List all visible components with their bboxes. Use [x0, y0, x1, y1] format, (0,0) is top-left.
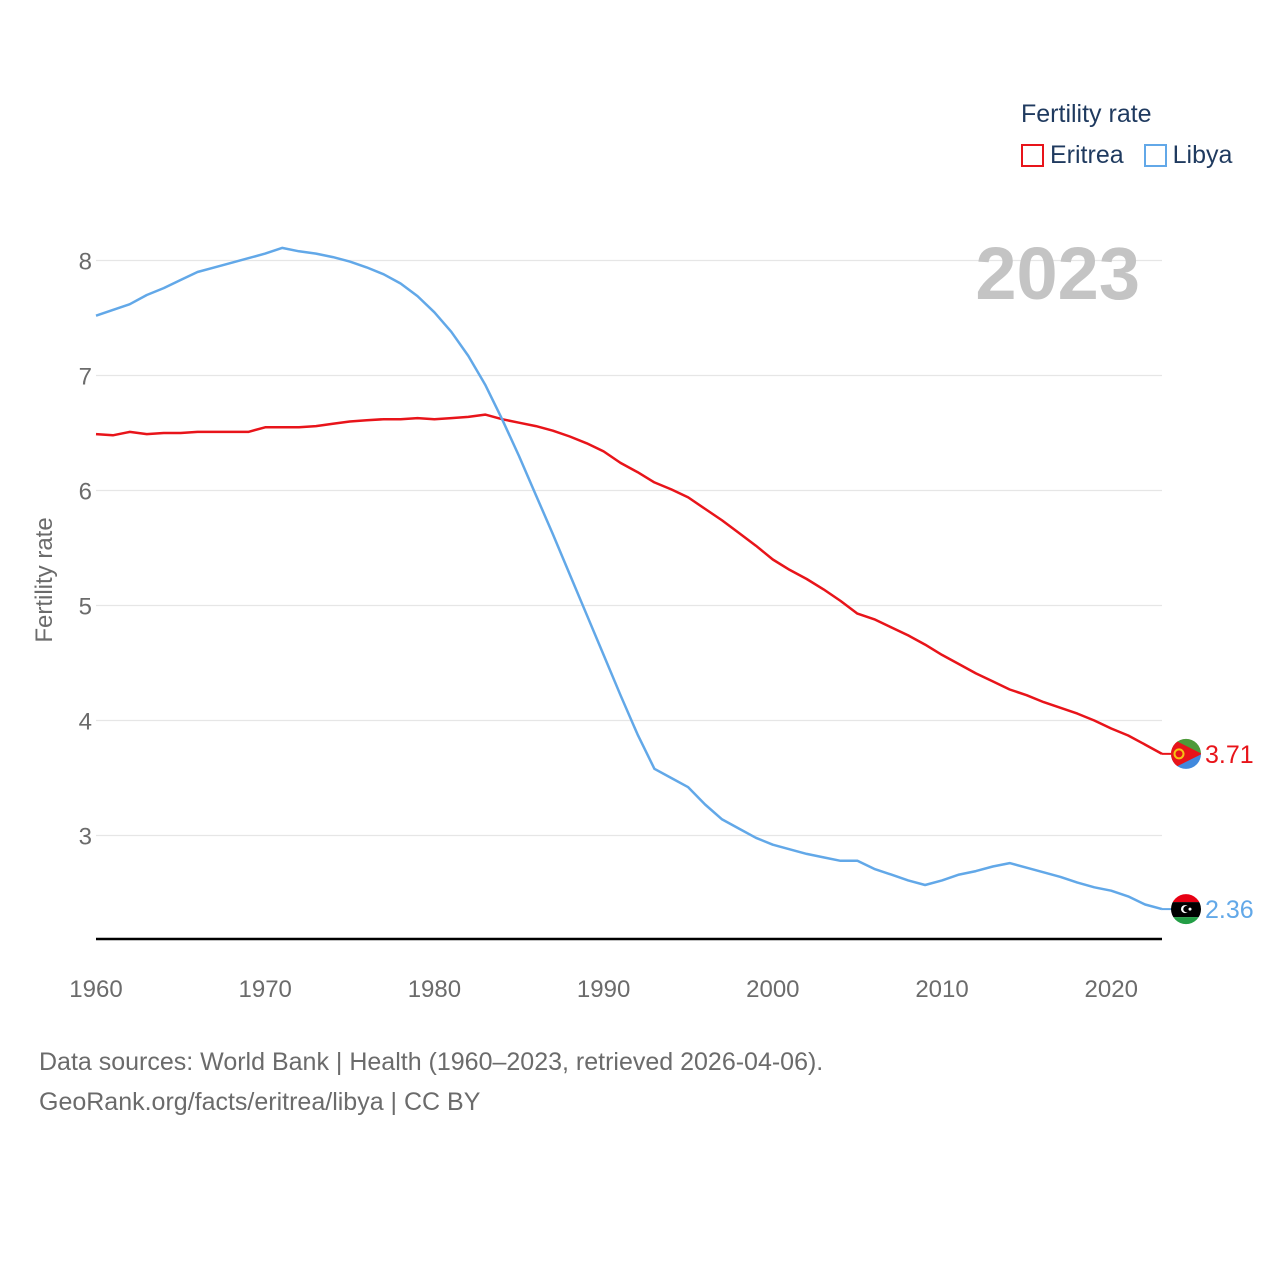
x-tick-label-2010: 2010 — [915, 976, 968, 1003]
legend-swatch-eritrea — [1021, 144, 1044, 167]
x-tick-label-1980: 1980 — [408, 976, 461, 1003]
legend-swatch-libya — [1143, 144, 1167, 167]
y-tick-label-3: 3 — [79, 824, 92, 851]
series-line-libya — [95, 246, 1163, 911]
x-tick-label-1960: 1960 — [69, 976, 122, 1003]
series-line-eritrea — [95, 413, 1163, 755]
attribution-text: GeoRank.org/facts/eritrea/libya | CC BY — [39, 1088, 481, 1116]
y-tick-label-5: 5 — [79, 594, 92, 621]
legend-item-libya[interactable]: Libya — [1143, 141, 1233, 170]
y-tick-label-7: 7 — [79, 364, 92, 391]
x-tick-label-2000: 2000 — [746, 976, 799, 1003]
footer: Data sources: World Bank | Health (1960–… — [39, 1042, 823, 1122]
y-tick-label-4: 4 — [79, 709, 92, 736]
legend-title: Fertility rate — [1021, 100, 1152, 128]
legend-item-eritrea[interactable]: Eritrea — [1021, 141, 1124, 170]
legend-label-libya: Libya — [1172, 141, 1233, 169]
y-tick-label-8: 8 — [79, 249, 92, 276]
y-tick-label-6: 6 — [79, 479, 92, 506]
end-value-label-eritrea: 3.71 — [1205, 741, 1254, 769]
legend-label-eritrea: Eritrea — [1050, 141, 1124, 169]
x-tick-label-1970: 1970 — [239, 976, 292, 1003]
legend: Fertility rate Eritrea Libya — [1021, 100, 1232, 170]
libya-flag-icon — [1171, 894, 1201, 925]
end-value-label-libya: 2.36 — [1205, 896, 1254, 924]
eritrea-flag-icon — [1171, 738, 1201, 769]
data-sources-text: Data sources: World Bank | Health (1960–… — [39, 1048, 824, 1076]
x-tick-label-2020: 2020 — [1085, 976, 1138, 1003]
x-tick-label-1990: 1990 — [577, 976, 630, 1003]
year-overlay: 2023 — [975, 232, 1140, 315]
y-axis-label: Fertility rate — [31, 517, 58, 642]
